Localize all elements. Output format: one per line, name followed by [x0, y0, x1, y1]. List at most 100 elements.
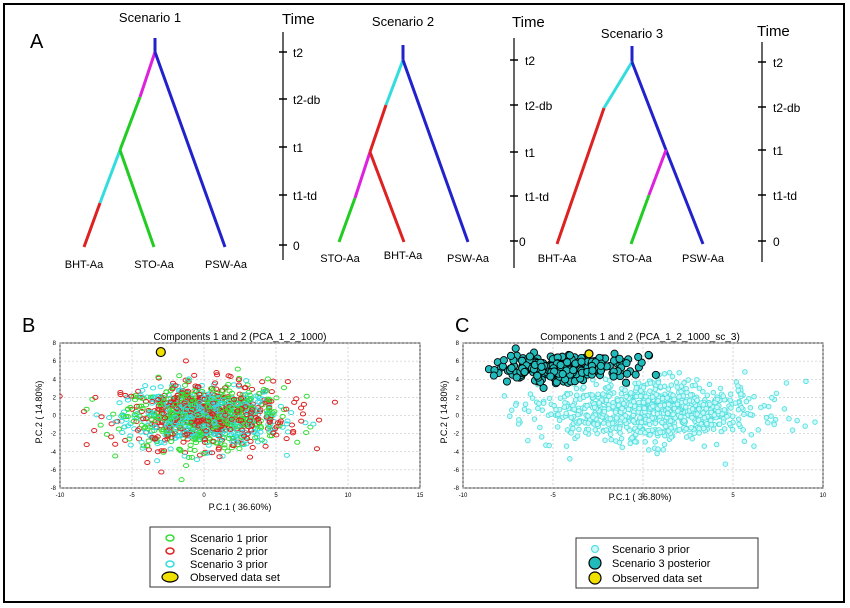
- data-point: [117, 392, 124, 398]
- data-point: [211, 419, 218, 425]
- data-point: [140, 443, 147, 449]
- data-point: [513, 402, 519, 408]
- data-point: [501, 393, 508, 399]
- data-point: [137, 394, 144, 400]
- data-point: [83, 442, 90, 448]
- data-point: [659, 419, 665, 426]
- data-point: [570, 425, 576, 432]
- data-point: [200, 451, 207, 457]
- data-point: [155, 414, 162, 420]
- data-point: [540, 400, 547, 406]
- data-point: [307, 424, 314, 430]
- data-point: [164, 436, 171, 442]
- data-point: [674, 401, 681, 407]
- data-point: [634, 352, 643, 362]
- legend-label: Scenario 1 prior: [190, 533, 268, 545]
- tree-scenario-3: Scenario 3 BHT-Aa STO-Aa PSW-Aa: [538, 26, 725, 265]
- data-point: [589, 392, 595, 398]
- data-point: [242, 401, 249, 407]
- data-point: [262, 443, 269, 449]
- data-point: [233, 439, 241, 445]
- data-point: [172, 414, 179, 420]
- data-point: [655, 446, 661, 452]
- legend-marker-observed: [588, 571, 602, 585]
- data-point: [516, 417, 522, 423]
- tip-label: BHT-Aa: [384, 250, 423, 262]
- data-point: [217, 440, 224, 446]
- data-point: [169, 386, 176, 392]
- data-point: [168, 439, 175, 445]
- data-point: [159, 428, 166, 434]
- legend-label: Scenario 3 prior: [612, 544, 690, 556]
- data-point: [237, 396, 245, 402]
- data-point: [561, 404, 567, 410]
- data-point: [254, 408, 261, 414]
- data-point: [652, 386, 659, 393]
- data-point: [751, 443, 757, 449]
- data-point: [221, 418, 228, 424]
- data-point: [139, 387, 146, 393]
- data-point: [609, 372, 618, 381]
- data-point: [769, 394, 775, 401]
- data-point: [168, 415, 175, 421]
- data-point: [664, 395, 670, 401]
- data-point: [239, 427, 246, 433]
- data-point: [707, 401, 713, 408]
- data-point: [169, 383, 176, 389]
- time-tick: t1-td: [773, 189, 797, 203]
- legend-label: Observed data set: [190, 572, 280, 584]
- data-point: [148, 417, 155, 423]
- data-point: [208, 395, 215, 401]
- data-point: [664, 410, 671, 417]
- data-point: [194, 418, 201, 424]
- data-point: [298, 418, 305, 424]
- legend-marker-scenario-3: [165, 560, 175, 568]
- legend-label: Scenario 3 posterior: [612, 558, 711, 570]
- data-point: [706, 381, 713, 388]
- data-point: [224, 448, 231, 454]
- tree-scenario-1: Scenario 1 BHT-Aa STO-Aa PSW-Aa: [65, 10, 248, 271]
- data-point: [182, 358, 189, 364]
- data-point: [736, 421, 742, 427]
- data-point: [716, 421, 723, 428]
- data-point: [191, 435, 199, 441]
- data-point: [177, 424, 184, 430]
- data-point: [747, 411, 754, 418]
- data-point: [210, 387, 217, 393]
- data-point: [115, 426, 122, 432]
- tree-scenario-2: Scenario 2 STO-Aa BHT-Aa PSW-Aa: [320, 14, 490, 265]
- data-point: [729, 426, 736, 433]
- data-point: [139, 406, 146, 412]
- data-point: [773, 390, 780, 397]
- data-point: [200, 395, 207, 401]
- data-point: [585, 426, 592, 433]
- data-point: [710, 426, 717, 432]
- data-point: [215, 446, 222, 452]
- data-point: [187, 446, 194, 452]
- data-point: [657, 429, 663, 436]
- data-point: [144, 460, 151, 466]
- data-point: [557, 395, 564, 401]
- data-point: [595, 391, 601, 398]
- data-point: [145, 438, 152, 444]
- data-point: [83, 406, 90, 412]
- data-point: [266, 419, 273, 425]
- data-point: [142, 398, 150, 404]
- time-tick: t1-td: [293, 189, 317, 203]
- data-point: [234, 401, 241, 407]
- data-point: [249, 407, 256, 413]
- data-point: [139, 395, 146, 401]
- time-axis-title: Time: [757, 23, 790, 40]
- data-point: [533, 371, 542, 380]
- data-point: [287, 410, 295, 416]
- data-point: [665, 386, 672, 392]
- data-point: [622, 359, 631, 368]
- data-point: [651, 370, 660, 379]
- data-point: [260, 386, 267, 392]
- data-point: [141, 424, 149, 430]
- time-axis-title: Time: [282, 11, 315, 28]
- data-point: [128, 393, 135, 399]
- data-point: [112, 419, 119, 425]
- data-point: [263, 410, 271, 416]
- data-point: [619, 415, 625, 421]
